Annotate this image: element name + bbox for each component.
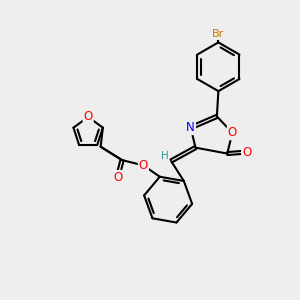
Text: O: O xyxy=(83,110,93,124)
Text: Br: Br xyxy=(212,29,224,39)
Text: N: N xyxy=(186,121,195,134)
Text: O: O xyxy=(242,146,251,159)
Text: O: O xyxy=(113,171,122,184)
Text: H: H xyxy=(161,151,168,160)
Text: O: O xyxy=(228,126,237,139)
Text: O: O xyxy=(139,159,148,172)
